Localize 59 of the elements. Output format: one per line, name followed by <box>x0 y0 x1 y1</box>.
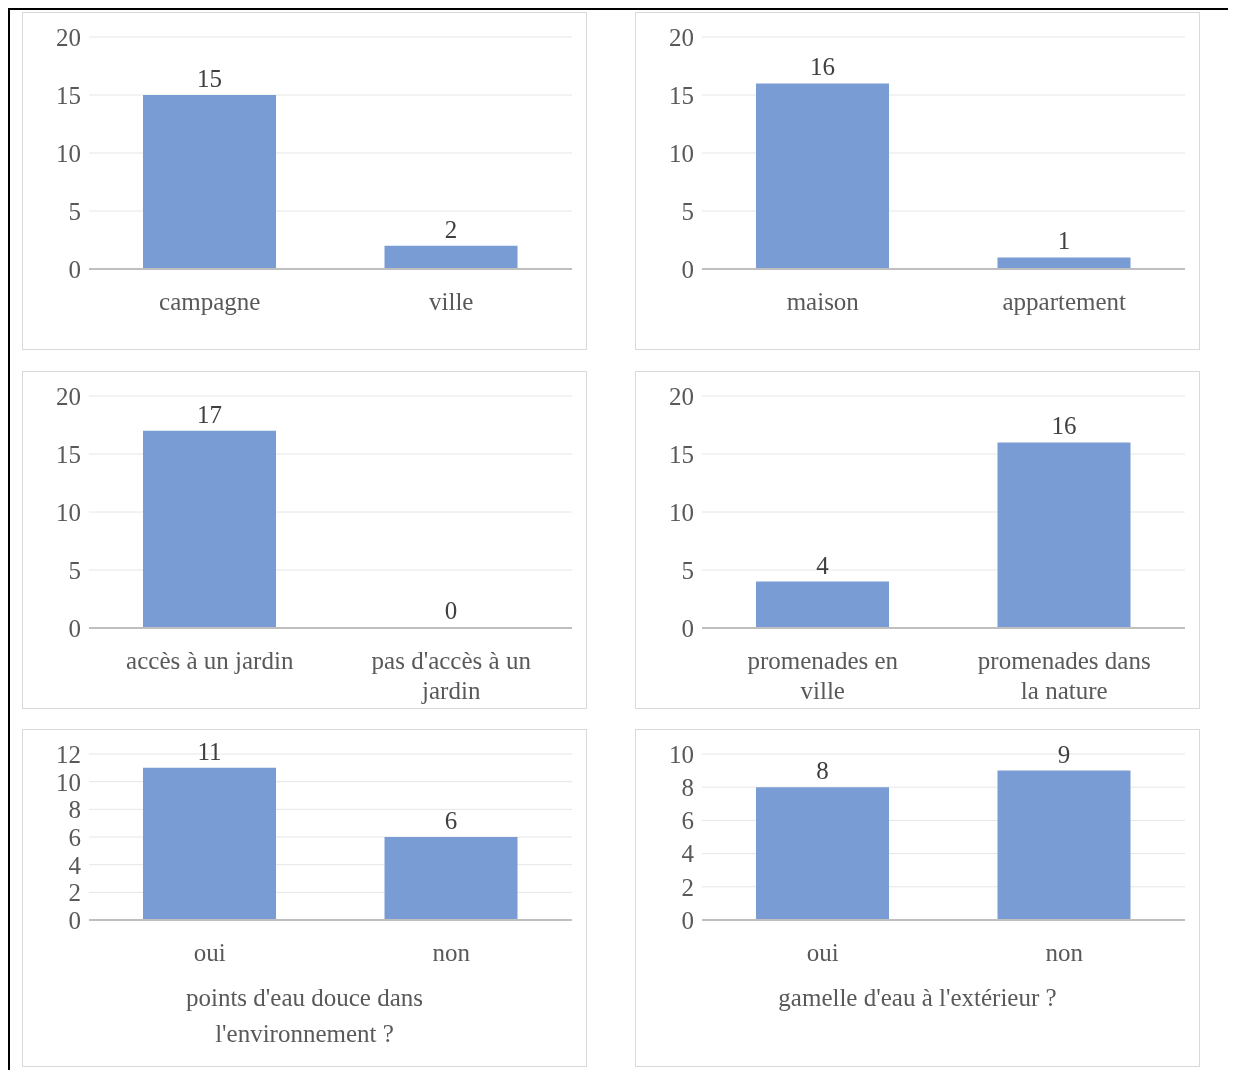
y-tick-label: 12 <box>56 741 81 769</box>
y-tick-label: 6 <box>681 807 694 835</box>
data-label: 9 <box>1057 740 1071 768</box>
data-label: 8 <box>816 757 829 785</box>
y-tick-label: 5 <box>68 197 81 225</box>
data-label: 6 <box>444 807 458 835</box>
y-tick-label: 4 <box>681 840 695 868</box>
data-label: 4 <box>816 551 830 579</box>
x-tick-label: promenades dans la nature <box>977 646 1151 704</box>
x-tick-label: appartement <box>1002 287 1127 315</box>
y-tick-label: 15 <box>669 440 694 468</box>
x-axis-title: points d'eau douce dans l'environnement ? <box>184 983 425 1050</box>
y-tick-label: 0 <box>68 255 81 283</box>
y-tick-label: 0 <box>681 255 694 283</box>
x-tick-label: non <box>1045 938 1084 966</box>
y-tick-label: 10 <box>669 498 694 526</box>
y-tick-label: 15 <box>56 440 81 468</box>
y-tick-label: 0 <box>68 907 81 935</box>
y-tick-label: 15 <box>669 81 694 109</box>
data-label: 17 <box>197 400 222 428</box>
y-tick-label: 5 <box>68 556 81 584</box>
y-tick-label: 0 <box>681 614 694 642</box>
y-tick-label: 15 <box>56 81 81 109</box>
y-tick-label: 0 <box>68 614 81 642</box>
data-label: 16 <box>1051 412 1077 440</box>
y-tick-label: 0 <box>681 907 694 935</box>
y-tick-label: 5 <box>681 556 694 584</box>
y-tick-label: 20 <box>669 382 694 410</box>
y-tick-label: 4 <box>68 851 82 879</box>
data-label: 2 <box>444 215 458 243</box>
y-tick-label: 10 <box>56 768 81 796</box>
x-tick-label: oui <box>193 938 226 966</box>
x-tick-label: accès à un jardin <box>126 646 294 674</box>
y-tick-label: 8 <box>68 796 81 824</box>
y-tick-label: 10 <box>56 498 81 526</box>
x-tick-label: maison <box>786 287 860 315</box>
data-label: 1 <box>1057 227 1071 255</box>
y-tick-label: 2 <box>681 874 694 901</box>
x-tick-label: ville <box>429 287 474 315</box>
data-label: 0 <box>444 596 458 624</box>
x-tick-label: non <box>432 938 471 966</box>
x-tick-label: promenades en ville <box>747 646 899 704</box>
data-label: 16 <box>810 53 835 81</box>
data-label: 11 <box>197 738 222 766</box>
y-tick-label: 10 <box>669 139 694 167</box>
x-tick-label: oui <box>806 938 839 966</box>
y-tick-label: 5 <box>681 197 694 225</box>
x-tick-label: pas d'accès à un jardin <box>371 646 532 704</box>
y-tick-label: 20 <box>56 23 81 51</box>
x-axis-title: gamelle d'eau à l'extérieur ? <box>777 983 1058 1014</box>
y-tick-label: 10 <box>56 139 81 167</box>
y-tick-label: 6 <box>68 824 81 852</box>
y-tick-label: 10 <box>669 741 694 769</box>
y-tick-label: 8 <box>681 774 694 802</box>
y-tick-label: 20 <box>669 23 694 51</box>
y-tick-label: 20 <box>56 382 81 410</box>
y-tick-label: 2 <box>68 879 81 907</box>
data-label: 15 <box>197 65 222 92</box>
x-tick-label: campagne <box>159 287 261 315</box>
